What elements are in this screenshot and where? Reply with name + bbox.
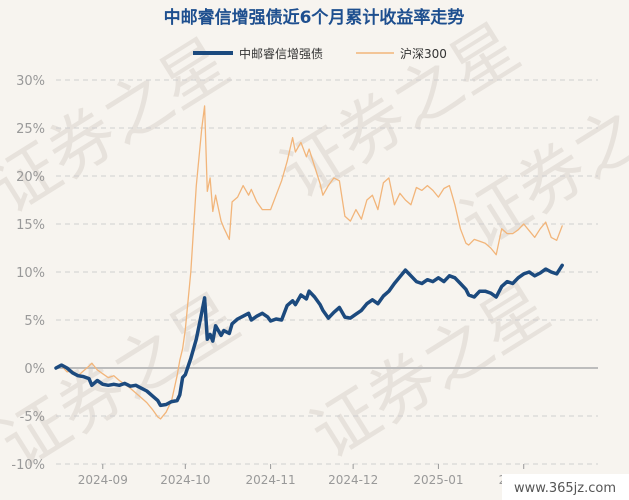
y-tick-label: -10% bbox=[11, 458, 45, 473]
series-line-index bbox=[55, 105, 563, 420]
y-tick-label: 5% bbox=[24, 314, 45, 329]
legend-label-index: 沪深300 bbox=[400, 47, 447, 61]
chart-title: 中邮睿信增强债近6个月累计收益率走势 bbox=[164, 7, 465, 28]
y-tick-label: 0% bbox=[24, 362, 45, 377]
y-axis-ticks: 30% 25% 20% 15% 10% 5% 0% -5% -10% bbox=[11, 74, 45, 473]
legend: 中邮睿信增强债 沪深300 bbox=[193, 46, 447, 61]
watermark-text: 证券之星 bbox=[0, 278, 252, 483]
corner-label: www.365jz.com bbox=[514, 481, 616, 496]
y-tick-label: -5% bbox=[20, 410, 45, 425]
y-tick-label: 25% bbox=[16, 122, 45, 137]
series-lines bbox=[54, 105, 564, 420]
x-tick-label: 2024-12 bbox=[328, 473, 378, 487]
x-tick-label: 2024-09 bbox=[78, 473, 128, 487]
y-tick-label: 20% bbox=[16, 170, 45, 185]
y-tick-label: 10% bbox=[16, 266, 45, 281]
x-tick-label: 2025-01 bbox=[413, 473, 463, 487]
y-tick-label: 15% bbox=[16, 218, 45, 233]
x-tick-label: 2024-10 bbox=[160, 473, 210, 487]
series-line-fund bbox=[54, 263, 564, 408]
grid bbox=[56, 79, 598, 465]
corner-label-bg bbox=[502, 474, 629, 500]
x-tick-label: 2024-11 bbox=[246, 473, 296, 487]
legend-label-fund: 中邮睿信增强债 bbox=[239, 46, 323, 61]
y-tick-label: 30% bbox=[16, 74, 45, 89]
x-axis-ticks: 2024-092024-102024-112024-122025-012025-… bbox=[78, 464, 549, 487]
watermark-text: 证券之星 bbox=[298, 268, 563, 473]
